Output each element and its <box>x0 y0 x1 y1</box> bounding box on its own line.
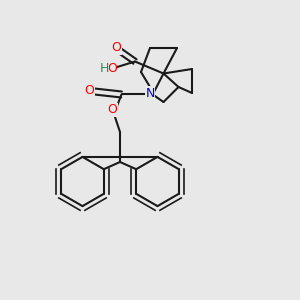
Text: O: O <box>84 84 94 97</box>
Text: O: O <box>112 41 121 54</box>
Text: O: O <box>108 103 117 116</box>
Text: O: O <box>107 62 117 76</box>
Text: N: N <box>145 87 155 100</box>
Text: H: H <box>99 62 109 75</box>
